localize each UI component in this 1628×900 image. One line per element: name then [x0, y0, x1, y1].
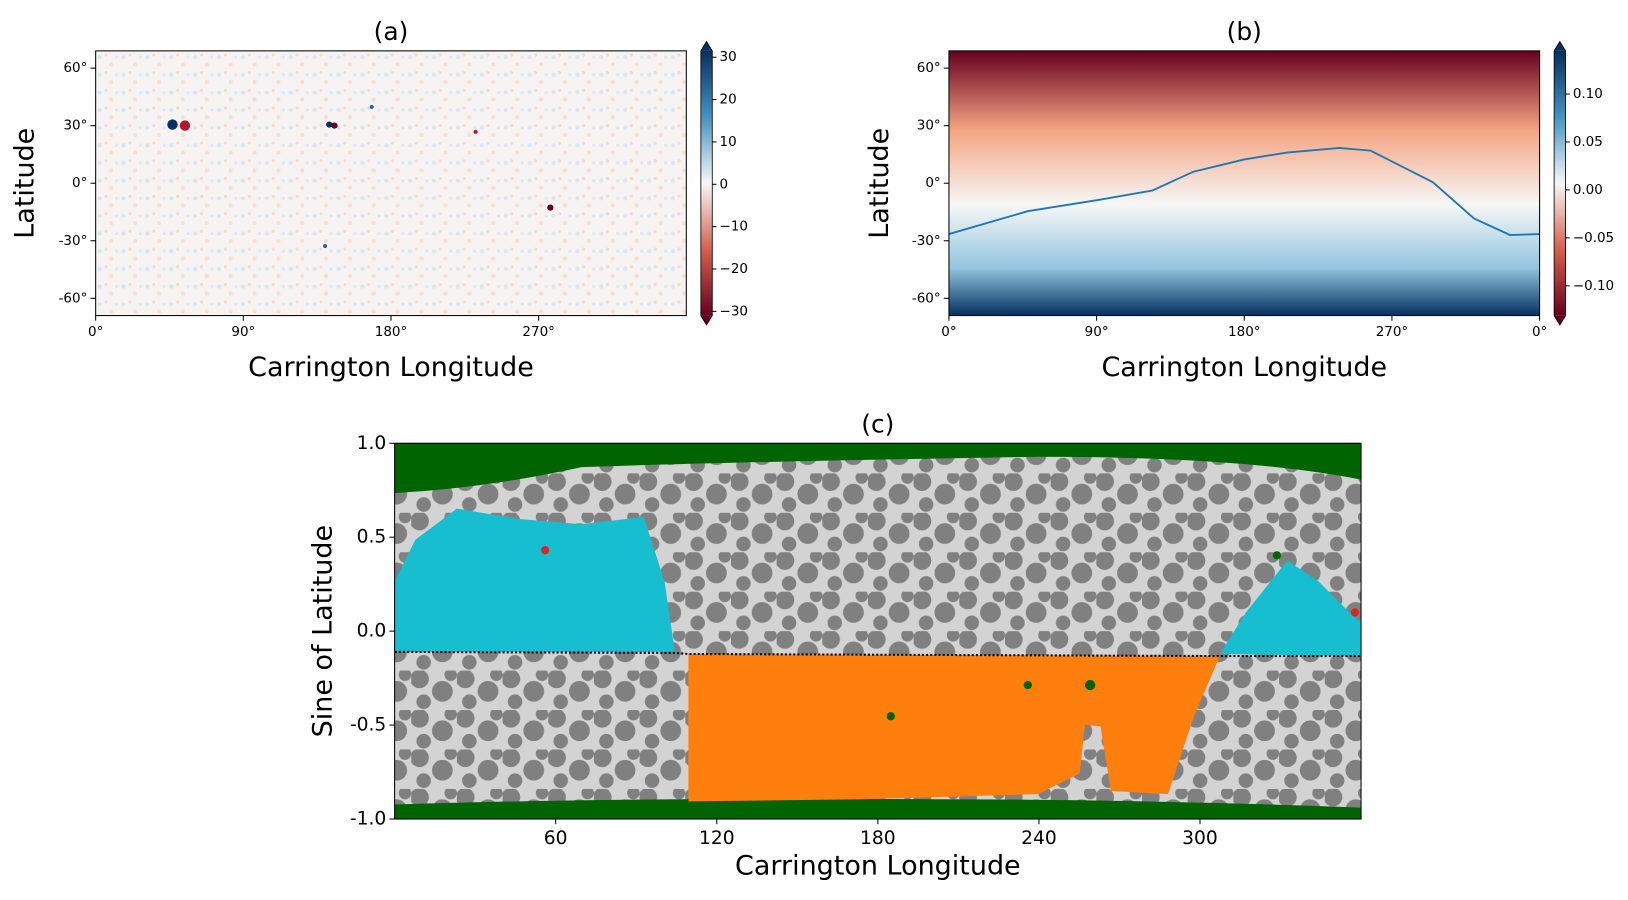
y-tick-label: 0.0: [357, 621, 387, 642]
neutral-line: [948, 146, 1540, 236]
colorbar-tick-label: −0.10: [1573, 278, 1614, 294]
colorbar-outline: [700, 40, 713, 326]
colorbar-extend-bottom: [1554, 315, 1566, 325]
x-tick-label: 90°: [231, 324, 255, 340]
x-tick-label: 0°: [88, 324, 103, 340]
x-tick-label: 60: [544, 828, 568, 849]
x-tick-label: 180°: [375, 324, 407, 340]
x-axis-label: Carrington Longitude: [1101, 352, 1387, 383]
y-tick-label: -30°: [59, 233, 88, 249]
colorbar-tick-label: −30: [720, 303, 748, 319]
colorbar-tick-label: 0: [720, 176, 729, 192]
y-tick-label: -60°: [59, 290, 88, 306]
colorbar-extend-top: [700, 41, 713, 51]
y-tick-label: -60°: [912, 290, 941, 306]
x-axis-label: Carrington Longitude: [735, 850, 1021, 881]
x-tick-label: 270°: [522, 324, 554, 340]
y-tick-label: -30°: [912, 233, 941, 249]
x-tick-label: 300: [1182, 828, 1218, 849]
y-tick-label: 60°: [63, 60, 87, 76]
colorbar-tick-label: −0.05: [1573, 230, 1614, 246]
y-tick-label: 30°: [917, 118, 941, 134]
colorbar: [1554, 50, 1566, 316]
x-tick-label: 240: [1021, 828, 1057, 849]
colorbar-tick-label: 20: [720, 92, 737, 108]
colorbar-extend-top: [1554, 41, 1566, 51]
x-tick-label: 270°: [1376, 324, 1408, 340]
colorbar: [700, 50, 713, 316]
x-tick-label: 180°: [1228, 324, 1260, 340]
x-tick-label: 90°: [1085, 324, 1109, 340]
panel-a-image: [95, 50, 687, 316]
panel-title: (b): [1227, 17, 1262, 46]
colorbar-tick-label: 0.00: [1573, 182, 1603, 198]
y-tick-label: -1.0: [350, 809, 386, 830]
x-axis-label: Carrington Longitude: [248, 352, 534, 383]
colorbar-tick-label: 10: [720, 134, 737, 150]
x-tick-label: 120: [699, 828, 735, 849]
panel-b-image: [948, 50, 1540, 316]
colorbar-tick-label: −10: [720, 219, 748, 235]
y-tick-label: 0.5: [357, 527, 387, 548]
colorbar-tick-label: 0.10: [1573, 86, 1603, 102]
y-tick-label: 30°: [63, 118, 87, 134]
colorbar-outline: [1553, 40, 1566, 326]
colorbar-extend-bottom: [700, 315, 713, 325]
x-tick-label: 0°: [941, 324, 956, 340]
y-tick-label: 0°: [925, 175, 940, 191]
y-axis-label: Latitude: [864, 128, 895, 239]
x-tick-label: 0°: [1532, 324, 1547, 340]
colorbar-tick-label: 0.05: [1573, 134, 1603, 150]
y-axis-label: Latitude: [10, 128, 41, 239]
panel-title: (c): [861, 410, 894, 439]
y-tick-label: 1.0: [357, 433, 387, 454]
x-tick-label: 180: [860, 828, 896, 849]
y-axis-label: Sine of Latitude: [308, 525, 339, 737]
y-tick-label: 60°: [917, 60, 941, 76]
y-tick-label: -0.5: [350, 715, 386, 736]
colorbar-tick-label: −20: [720, 261, 748, 277]
y-tick-label: 0°: [72, 175, 87, 191]
panel-title: (a): [374, 17, 409, 46]
colorbar-tick-label: 30: [720, 49, 737, 65]
panel-c-image: [394, 443, 1362, 820]
